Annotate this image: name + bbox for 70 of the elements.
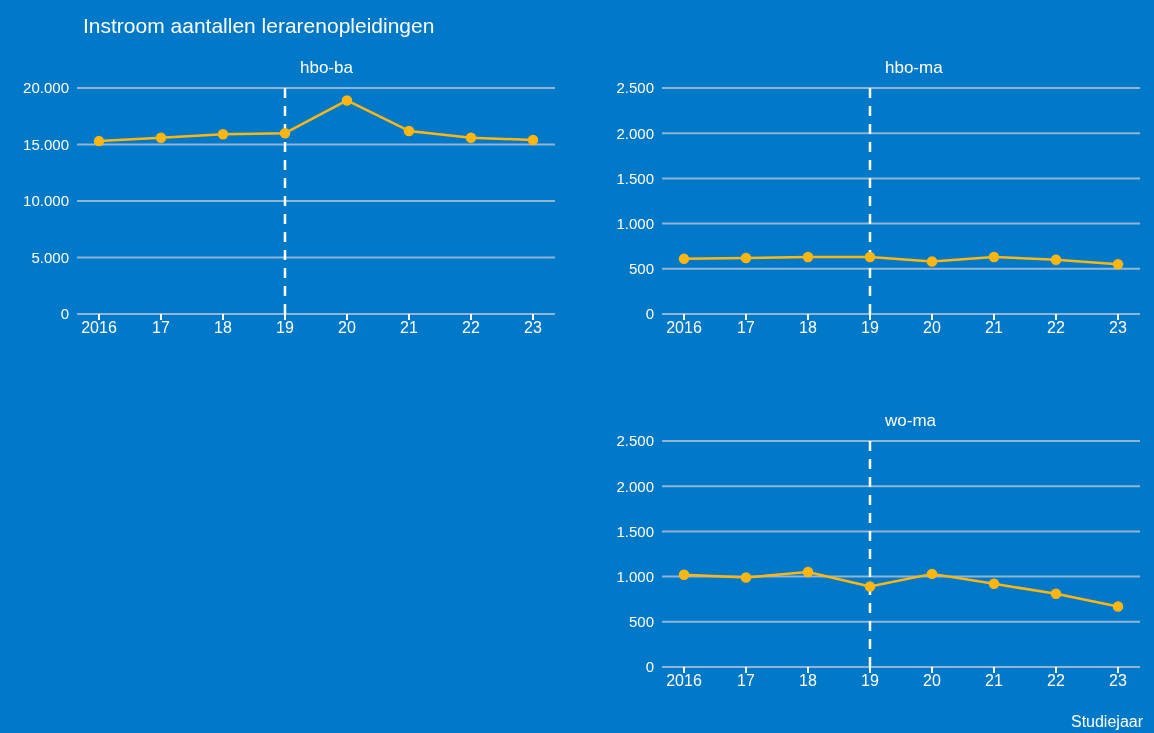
y-tick-label: 500 — [628, 260, 654, 278]
y-tick-label: 2.500 — [616, 79, 654, 97]
point — [740, 572, 752, 583]
point — [678, 569, 690, 581]
x-tick-label: 21 — [985, 672, 1003, 690]
point — [678, 253, 690, 265]
y-tick-label: 10.000 — [23, 192, 69, 210]
point — [988, 578, 1000, 590]
x-tick-label: 20 — [923, 319, 941, 337]
x-axis-title: Studiejaar — [1070, 713, 1143, 731]
x-tick-label: 17 — [152, 319, 170, 337]
point — [1050, 588, 1062, 600]
point — [1112, 259, 1124, 270]
point — [1112, 601, 1124, 612]
text: Instroom aantallen lerarenopleidingen — [83, 14, 435, 38]
y-tick-label: 2.000 — [616, 477, 654, 495]
point — [155, 132, 167, 143]
x-tick-label: 19 — [276, 319, 294, 337]
x-tick-label: 18 — [799, 672, 817, 690]
y-tick-label: 1.000 — [616, 567, 654, 585]
y-tick-label: 0 — [60, 305, 69, 323]
x-tick-label: 23 — [1109, 672, 1127, 690]
point — [341, 95, 353, 106]
point — [465, 132, 477, 143]
point — [864, 581, 876, 592]
y-tick-label: 1.500 — [616, 169, 654, 187]
x-tick-label: 17 — [737, 672, 755, 690]
x-tick-label: 2016 — [666, 319, 702, 337]
point — [279, 127, 291, 139]
y-tick-label: 0 — [645, 305, 654, 323]
point — [988, 251, 1000, 263]
y-tick-label: 1.000 — [616, 214, 654, 232]
point — [1050, 254, 1062, 266]
y-tick-label: 1.500 — [616, 522, 654, 540]
y-tick-label: 500 — [628, 613, 654, 631]
point — [926, 568, 938, 580]
x-tick-label: 19 — [861, 672, 879, 690]
x-tick-label: 23 — [524, 319, 542, 337]
x-tick-label: 22 — [1047, 319, 1065, 337]
y-tick-label: 15.000 — [23, 135, 69, 153]
x-tick-label: 23 — [1109, 319, 1127, 337]
y-tick-label: 2.500 — [616, 432, 654, 450]
point — [527, 134, 539, 146]
point — [802, 251, 814, 263]
y-tick-label: 2.000 — [616, 124, 654, 142]
x-tick-label: 2016 — [81, 319, 117, 337]
point — [217, 129, 229, 140]
chart-title: hbo-ba — [300, 58, 353, 78]
point — [802, 566, 814, 578]
y-tick-label: 20.000 — [23, 79, 69, 97]
chart-title: hbo-ma — [885, 58, 943, 78]
point — [926, 256, 938, 267]
x-tick-label: 21 — [400, 319, 418, 337]
x-tick-label: 20 — [923, 672, 941, 690]
x-tick-label: 18 — [214, 319, 232, 337]
point — [403, 125, 415, 137]
y-tick-label: 5.000 — [31, 248, 69, 266]
x-tick-label: 22 — [462, 319, 480, 337]
y-tick-label: 0 — [645, 658, 654, 676]
x-tick-label: 22 — [1047, 672, 1065, 690]
x-tick-label: 17 — [737, 319, 755, 337]
x-tick-label: 19 — [861, 319, 879, 337]
point — [740, 252, 752, 264]
x-tick-label: 20 — [338, 319, 356, 337]
chart-title: wo-ma — [885, 411, 937, 431]
x-tick-label: 2016 — [666, 672, 702, 690]
point — [864, 251, 876, 263]
point — [93, 135, 105, 147]
x-tick-label: 21 — [985, 319, 1003, 337]
x-tick-label: 18 — [799, 319, 817, 337]
